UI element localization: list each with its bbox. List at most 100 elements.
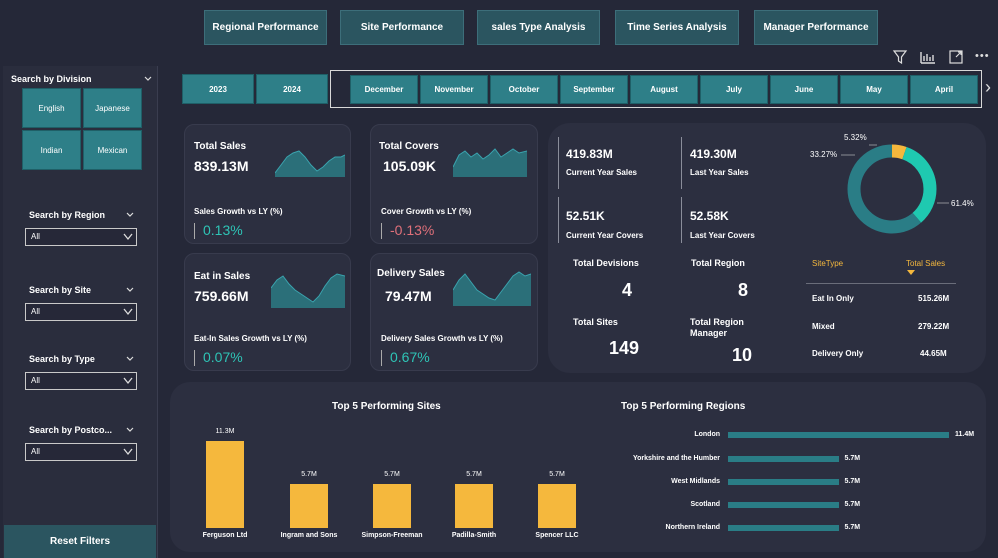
- top-performers-panel: Top 5 Performing Sites Top 5 Performing …: [170, 382, 986, 552]
- kpi-value: 759.66M: [194, 288, 249, 304]
- total-sales-header[interactable]: Total Sales: [906, 259, 946, 268]
- site-bar-value: 5.7M: [301, 471, 317, 479]
- month-august[interactable]: August: [630, 75, 698, 104]
- total-region-label: Total Region: [691, 258, 745, 268]
- kpi-growth-label: Delivery Sales Growth vs LY (%): [381, 334, 503, 343]
- site-bar-value: 11.3M: [215, 428, 235, 435]
- top-sites-title: Top 5 Performing Sites: [332, 401, 441, 412]
- type-filter-title: Search by Type: [29, 354, 95, 364]
- region-bar-value: 5.7M: [844, 455, 861, 462]
- site-bar[interactable]: [538, 484, 576, 528]
- kpi-card-eat-in-sales: Eat in Sales 759.66M Eat-In Sales Growth…: [184, 253, 351, 371]
- kpi-divider: [381, 350, 382, 366]
- year-2023[interactable]: 2023: [182, 74, 254, 104]
- table-cell: 515.26M: [918, 294, 950, 303]
- divider: [681, 137, 682, 189]
- site-dropdown[interactable]: All: [25, 303, 137, 321]
- more-icon[interactable]: •••: [975, 50, 990, 62]
- postcode-filter-title: Search by Postco...: [29, 425, 113, 435]
- kpi-divider: [381, 223, 382, 239]
- total-divisions-label: Total Devisions: [573, 258, 639, 268]
- table-header-divider: [806, 283, 956, 284]
- kpi-growth-label: Sales Growth vs LY (%): [194, 207, 283, 216]
- year-2024[interactable]: 2024: [256, 74, 328, 104]
- divider: [558, 197, 559, 243]
- division-tile-indian[interactable]: Indian: [22, 130, 81, 170]
- month-may[interactable]: May: [840, 75, 908, 104]
- month-september[interactable]: September: [560, 75, 628, 104]
- donut-slice-mixed[interactable]: [847, 144, 937, 234]
- kpi-card-total-covers: Total Covers 105.09K Cover Growth vs LY …: [370, 124, 538, 244]
- filter-icon[interactable]: [892, 49, 908, 65]
- chevron-down-icon[interactable]: [125, 210, 135, 220]
- chevron-down-icon: [123, 308, 133, 316]
- kpi-growth-value: 0.67%: [390, 349, 430, 365]
- sort-desc-icon: [907, 270, 915, 275]
- region-bar[interactable]: [728, 479, 839, 485]
- region-bar[interactable]: [728, 502, 839, 508]
- expand-icon[interactable]: [948, 49, 964, 65]
- chevron-down-icon: [123, 448, 133, 456]
- table-cell: Eat In Only: [812, 294, 854, 303]
- chart-icon[interactable]: [919, 49, 937, 65]
- month-october[interactable]: October: [490, 75, 558, 104]
- site-bar[interactable]: [455, 484, 493, 528]
- chevron-down-icon[interactable]: [125, 354, 135, 364]
- region-bar-category: Northern Ireland: [665, 524, 720, 531]
- top-sites-bar-chart: 11.3M Ferguson Ltd 5.7M Ingram and Sons 5.7M…: [170, 382, 590, 552]
- month-november[interactable]: November: [420, 75, 488, 104]
- total-sites-value: 149: [609, 338, 640, 358]
- division-tile-japanese[interactable]: Japanese: [83, 88, 142, 128]
- chevron-down-icon[interactable]: [143, 74, 153, 84]
- region-bar-value: 11.4M: [955, 431, 975, 438]
- nav-manager-performance[interactable]: Manager Performance: [754, 10, 878, 45]
- top-regions-bar-chart: London 11.4M Yorkshire and the Humber 5.7M W…: [590, 382, 986, 552]
- nav-site-performance[interactable]: Site Performance: [340, 10, 464, 45]
- division-tile-mexican[interactable]: Mexican: [83, 130, 142, 170]
- divider: [681, 197, 682, 243]
- sparkline: [453, 271, 531, 306]
- kpi-growth-value: -0.13%: [390, 222, 435, 238]
- site-bar[interactable]: [206, 441, 244, 528]
- region-bar[interactable]: [728, 525, 839, 531]
- site-bar-value: 5.7M: [549, 471, 565, 479]
- nav-regional-performance[interactable]: Regional Performance: [204, 10, 327, 45]
- reset-filters-button[interactable]: Reset Filters: [4, 525, 156, 558]
- donut-slice-eat-in-only[interactable]: [847, 144, 937, 234]
- site-bar-value: 5.7M: [466, 471, 482, 479]
- month-december[interactable]: December: [350, 75, 418, 104]
- chevron-down-icon[interactable]: [125, 285, 135, 295]
- month-april[interactable]: April: [910, 75, 978, 104]
- kpi-growth-value: 0.13%: [203, 222, 243, 238]
- site-bar-category: Spencer LLC: [535, 532, 579, 539]
- nav-sales-type-analysis[interactable]: sales Type Analysis: [477, 10, 600, 45]
- division-tile-english[interactable]: English: [22, 88, 81, 128]
- region-bar-category: Yorkshire and the Humber: [632, 455, 720, 462]
- kpi-value: 105.09K: [383, 158, 436, 174]
- month-july[interactable]: July: [700, 75, 768, 104]
- last-year-sales-value: 419.30M: [690, 147, 737, 161]
- sparkline: [453, 148, 527, 177]
- chevron-down-icon[interactable]: [125, 425, 135, 435]
- region-bar[interactable]: [728, 456, 839, 462]
- site-bar[interactable]: [373, 484, 411, 528]
- region-bar[interactable]: [728, 432, 949, 438]
- donut-label-delivery: 5.32%: [844, 133, 867, 142]
- site-bar-category: Padilla-Smith: [451, 532, 497, 539]
- last-year-covers-label: Last Year Covers: [690, 231, 755, 240]
- nav-time-series-analysis[interactable]: Time Series Analysis: [615, 10, 739, 45]
- month-june[interactable]: June: [770, 75, 838, 104]
- site-bar[interactable]: [290, 484, 328, 528]
- kpi-title: Eat in Sales: [194, 271, 251, 282]
- sparkline: [271, 273, 345, 308]
- postcode-dropdown[interactable]: All: [25, 443, 137, 461]
- kpi-divider: [194, 223, 195, 239]
- last-year-sales-label: Last Year Sales: [690, 168, 749, 177]
- region-dropdown[interactable]: All: [25, 228, 137, 246]
- sitetype-header[interactable]: SiteType: [812, 259, 844, 268]
- current-year-sales-value: 419.83M: [566, 147, 613, 161]
- kpi-title: Total Covers: [379, 141, 439, 152]
- donut-label-mixed: 33.27%: [810, 150, 838, 159]
- type-dropdown[interactable]: All: [25, 372, 137, 390]
- scroll-right-arrow[interactable]: ›: [985, 77, 991, 97]
